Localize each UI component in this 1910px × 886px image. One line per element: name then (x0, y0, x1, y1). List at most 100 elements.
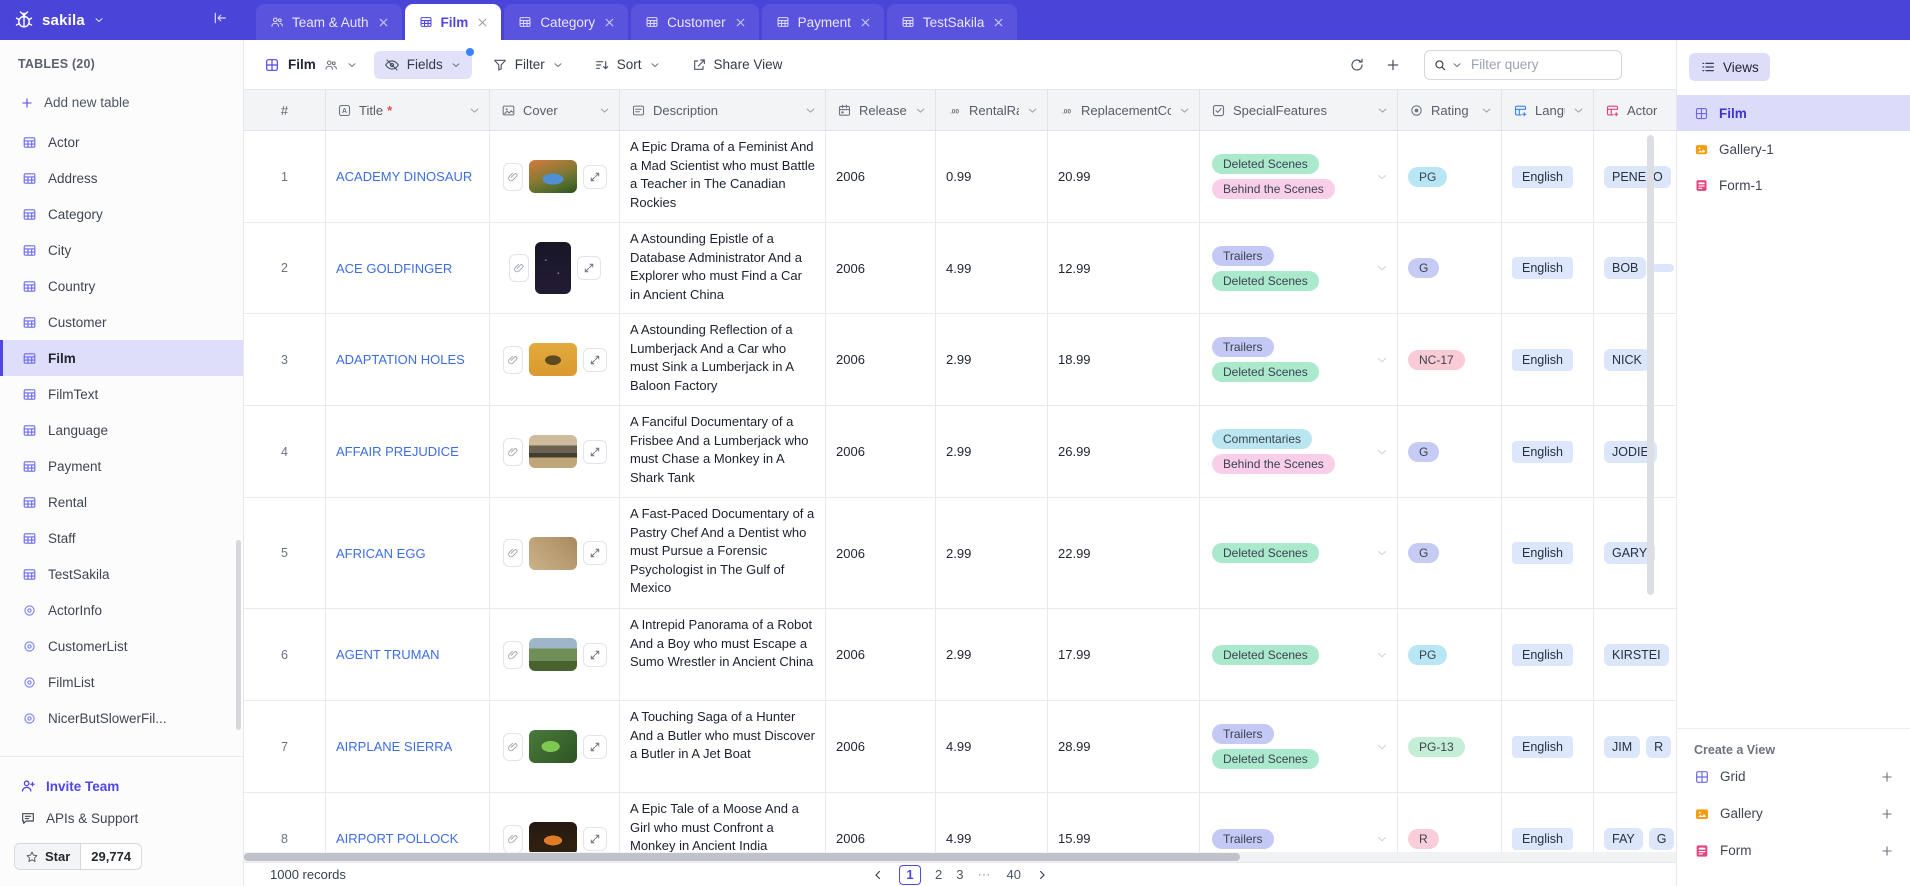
actor-cell[interactable]: BOB (1594, 223, 1676, 313)
cover-thumbnail[interactable] (528, 343, 577, 376)
language-cell[interactable]: English (1502, 223, 1594, 313)
actor-link-pill[interactable]: NICK (1604, 348, 1650, 371)
language-link-pill[interactable]: English (1512, 165, 1573, 188)
rating-cell[interactable]: G (1398, 406, 1502, 497)
feature-tag[interactable]: Trailers (1212, 828, 1274, 849)
cover-cell[interactable] (490, 498, 620, 608)
expand-record-button[interactable] (582, 734, 607, 759)
column-header-actor[interactable]: Actor (1594, 90, 1676, 130)
rentalrate-cell[interactable]: 0.99 (936, 131, 1048, 222)
releaseyear-cell[interactable]: 2006 (826, 406, 936, 497)
column-header-rownum[interactable]: # (244, 90, 326, 130)
language-cell[interactable]: English (1502, 609, 1594, 700)
expand-record-button[interactable] (582, 164, 607, 189)
expand-record-button[interactable] (582, 541, 607, 565)
page-1-button[interactable]: 1 (899, 864, 922, 885)
cover-cell[interactable] (490, 314, 620, 405)
language-cell[interactable]: English (1502, 793, 1594, 852)
language-link-pill[interactable]: English (1512, 643, 1573, 666)
cover-thumbnail[interactable] (528, 435, 577, 468)
description-cell[interactable]: A Astounding Epistle of a Database Admin… (620, 223, 826, 313)
scrollbar-thumb[interactable] (244, 853, 1240, 861)
actor-link-pill[interactable]: BOB (1604, 257, 1647, 279)
actor-cell[interactable]: KIRSTEI (1594, 609, 1676, 700)
cover-cell[interactable] (490, 131, 620, 222)
replacementcost-cell[interactable]: 28.99 (1048, 701, 1200, 792)
add-record-button[interactable] (1380, 52, 1406, 78)
cover-cell[interactable] (490, 701, 620, 792)
releaseyear-cell[interactable]: 2006 (826, 498, 936, 608)
collapse-sidebar-button[interactable] (212, 10, 228, 26)
specialfeatures-cell[interactable]: Deleted Scenes Behind the Scenes (1200, 131, 1398, 222)
title-cell[interactable]: ACADEMY DINOSAUR (326, 131, 490, 222)
column-header-rating[interactable]: Rating (1398, 90, 1502, 130)
sidebar-item-film[interactable]: Film (0, 340, 243, 376)
sidebar-item-testsakila[interactable]: TestSakila (0, 556, 243, 592)
views-button[interactable]: Views (1689, 53, 1770, 81)
film-title-link[interactable]: AFRICAN EGG (336, 545, 426, 561)
column-header-language[interactable]: Langu... (1502, 90, 1594, 130)
row-number-cell[interactable]: 2 (244, 223, 326, 313)
close-icon[interactable] (476, 16, 489, 29)
attachment-button[interactable] (502, 539, 523, 567)
view-item-gallery-1[interactable]: Gallery-1 (1677, 131, 1910, 167)
film-title-link[interactable]: AIRPORT POLLOCK (336, 831, 459, 846)
cover-thumbnail[interactable] (528, 638, 577, 671)
expand-record-button[interactable] (582, 347, 607, 372)
rentalrate-cell[interactable]: 4.99 (936, 793, 1048, 852)
title-cell[interactable]: AIRPLANE SIERRA (326, 701, 490, 792)
filter-button[interactable]: Filter (482, 51, 574, 79)
sidebar-scrollbar[interactable] (236, 540, 241, 730)
rating-badge[interactable]: G (1408, 441, 1440, 462)
releaseyear-cell[interactable]: 2006 (826, 793, 936, 852)
film-title-link[interactable]: AIRPLANE SIERRA (336, 739, 453, 754)
create-gallery-view-button[interactable]: Gallery (1677, 796, 1910, 831)
replacementcost-cell[interactable]: 15.99 (1048, 793, 1200, 852)
sidebar-item-country[interactable]: Country (0, 268, 243, 304)
sidebar-item-category[interactable]: Category (0, 196, 243, 232)
chevron-down-icon[interactable] (1375, 648, 1389, 662)
description-cell[interactable]: A Touching Saga of a Hunter And a Butler… (620, 701, 826, 792)
language-cell[interactable]: English (1502, 406, 1594, 497)
tab-testsakila[interactable]: TestSakila (886, 4, 1018, 40)
row-number-cell[interactable]: 6 (244, 609, 326, 700)
chevron-down-icon[interactable] (1026, 104, 1039, 117)
specialfeatures-cell[interactable]: Trailers Deleted Scenes (1200, 701, 1398, 792)
feature-tag[interactable]: Trailers (1212, 724, 1274, 744)
grid-horizontal-scrollbar[interactable] (244, 852, 1676, 862)
row-number-cell[interactable]: 4 (244, 406, 326, 497)
description-cell[interactable]: A Fanciful Documentary of a Frisbee And … (620, 406, 826, 497)
column-header-releaseyear[interactable]: ReleaseYear (826, 90, 936, 130)
workspace-switcher[interactable]: sakila (0, 0, 244, 40)
film-title-link[interactable]: ACE GOLDFINGER (336, 260, 453, 276)
chevron-down-icon[interactable] (1572, 104, 1585, 117)
rating-cell[interactable]: PG (1398, 131, 1502, 222)
feature-tag[interactable]: Deleted Scenes (1212, 362, 1319, 382)
description-cell[interactable]: A Fast-Paced Documentary of a Pastry Che… (620, 498, 826, 608)
attachment-button[interactable] (502, 732, 523, 761)
releaseyear-cell[interactable]: 2006 (826, 609, 936, 700)
attachment-button[interactable] (502, 824, 523, 852)
actor-cell[interactable]: GARY (1594, 498, 1676, 608)
actor-link-pill[interactable]: PENELO (1604, 165, 1671, 188)
specialfeatures-cell[interactable]: Deleted Scenes (1200, 498, 1398, 608)
attachment-button[interactable] (502, 640, 523, 669)
cover-thumbnail[interactable] (528, 730, 577, 763)
releaseyear-cell[interactable]: 2006 (826, 223, 936, 313)
rentalrate-cell[interactable]: 2.99 (936, 498, 1048, 608)
sidebar-item-address[interactable]: Address (0, 160, 243, 196)
rentalrate-cell[interactable]: 2.99 (936, 609, 1048, 700)
rating-badge[interactable]: G (1408, 543, 1440, 563)
actor-cell[interactable]: FAY G (1594, 793, 1676, 852)
expand-record-button[interactable] (582, 642, 607, 667)
rating-cell[interactable]: NC-17 (1398, 314, 1502, 405)
sidebar-item-language[interactable]: Language (0, 412, 243, 448)
actor-link-pill[interactable]: FAY (1604, 827, 1643, 850)
chevron-down-icon[interactable] (1375, 445, 1389, 459)
tab-team-auth[interactable]: Team & Auth (256, 4, 402, 40)
description-cell[interactable]: A Astounding Reflection of a Lumberjack … (620, 314, 826, 405)
feature-tag[interactable]: Deleted Scenes (1212, 543, 1319, 563)
close-icon[interactable] (377, 16, 390, 29)
row-number-cell[interactable]: 8 (244, 793, 326, 852)
actor-link-pill[interactable]: R (1646, 735, 1672, 758)
